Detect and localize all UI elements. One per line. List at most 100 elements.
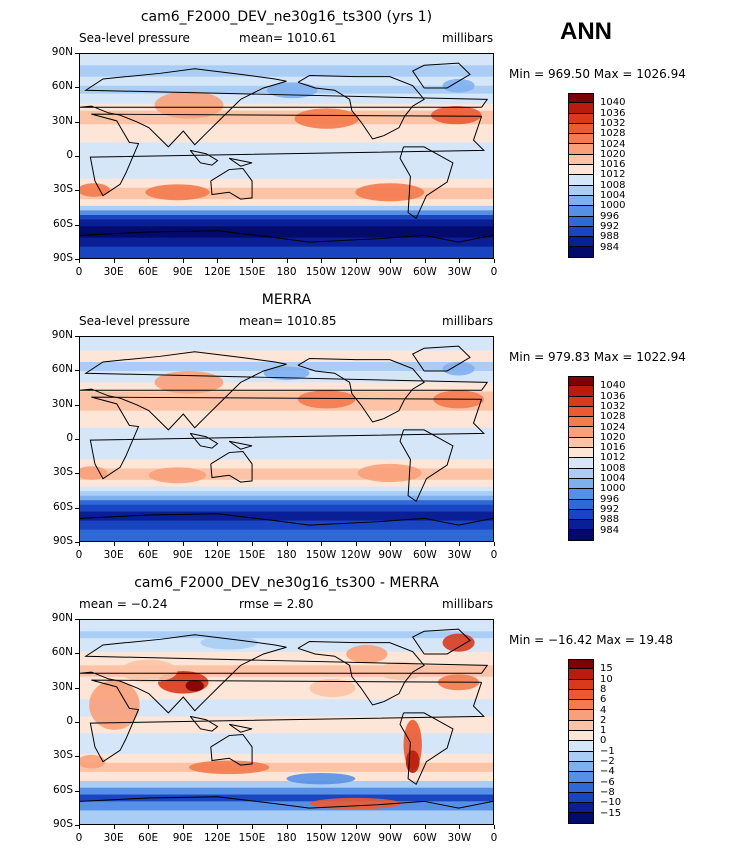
x-tick-label: 90W xyxy=(378,549,403,561)
colorbar-swatch xyxy=(568,175,594,186)
x-tick-mark xyxy=(148,542,150,546)
colorbar-swatch xyxy=(568,237,594,248)
y-tick-mark xyxy=(75,507,79,509)
field-band xyxy=(80,733,493,755)
colorbar-swatch xyxy=(568,731,594,742)
field-band xyxy=(80,237,493,248)
x-tick-label: 180 xyxy=(276,832,297,844)
y-tick-label: 30S xyxy=(52,749,73,762)
x-tick-mark xyxy=(79,259,80,263)
field-band xyxy=(80,504,493,513)
coastline xyxy=(399,429,454,503)
field-band xyxy=(80,753,493,764)
colorbar-swatch xyxy=(568,195,594,207)
field-band xyxy=(80,459,493,469)
field-blob xyxy=(89,680,140,730)
field-band xyxy=(80,794,493,802)
coastline xyxy=(411,628,471,655)
y-tick-label: 30N xyxy=(51,397,73,410)
colorbar: 15 10 8 6 4 2 1 0 −1 −2 −4 −6 −8 −10 −15 xyxy=(568,659,621,824)
colorbar-swatch xyxy=(568,478,594,490)
colorbar-swatch xyxy=(568,813,594,824)
colorbar-swatch xyxy=(568,792,594,804)
colorbar-level-label: 1020 xyxy=(600,431,626,443)
coastline xyxy=(210,450,253,483)
coastline xyxy=(228,440,253,450)
colorbar-level-label: 996 xyxy=(600,493,620,505)
colorbar: 1040 1036 1032 1028 1024 1020 1016 1012 1008 1004… xyxy=(568,93,625,258)
x-tick-mark xyxy=(390,542,392,546)
panel-title: cam6_F2000_DEV_ne30g16_ts300 (yrs 1) xyxy=(140,9,433,25)
field-band xyxy=(80,801,493,811)
x-tick-label: 0 xyxy=(75,832,83,844)
colorbar-level-label: 1036 xyxy=(600,107,626,119)
x-tick-mark xyxy=(217,259,219,263)
x-tick-mark xyxy=(494,542,495,546)
x-tick-label: 150W xyxy=(305,266,337,278)
x-tick-mark xyxy=(182,542,184,546)
colorbar-level-label: 984 xyxy=(600,524,620,536)
x-tick-mark xyxy=(182,825,184,829)
x-tick-mark xyxy=(494,259,495,263)
x-tick-mark xyxy=(217,542,219,546)
coastline xyxy=(80,796,493,809)
colorbar-level-label: −15 xyxy=(600,807,622,819)
panel-left-label: Sea-level pressure xyxy=(79,31,190,45)
field-band xyxy=(80,638,493,653)
colorbar-swatch xyxy=(568,530,594,541)
y-tick-mark xyxy=(75,687,79,689)
x-tick-mark xyxy=(321,542,323,546)
field-band xyxy=(80,199,493,207)
y-tick-label: 90N xyxy=(51,329,73,341)
x-tick-label: 180 xyxy=(276,266,297,278)
colorbar-swatch xyxy=(568,520,594,531)
map-plot xyxy=(79,53,494,259)
y-tick-label: 90S xyxy=(52,818,73,830)
x-tick-mark xyxy=(251,825,253,829)
colorbar-level-label: 1000 xyxy=(600,200,626,212)
colorbar-level-label: 1028 xyxy=(600,128,626,140)
x-tick-label: 30W xyxy=(447,549,472,561)
colorbar-swatch xyxy=(568,468,594,479)
field-blob xyxy=(80,183,110,197)
y-tick-mark xyxy=(75,259,79,260)
x-tick-mark xyxy=(251,542,253,546)
x-tick-label: 0 xyxy=(490,266,498,278)
field-band xyxy=(80,178,493,189)
field-band xyxy=(80,142,493,168)
colorbar-level-label: 992 xyxy=(600,220,620,232)
field-band xyxy=(80,54,493,66)
field-band xyxy=(80,219,493,227)
field-blob xyxy=(200,635,258,650)
y-tick-mark xyxy=(75,619,79,620)
panel-left-label: Sea-level pressure xyxy=(79,314,190,328)
x-tick-mark xyxy=(113,825,115,829)
colorbar-level-label: 10 xyxy=(600,673,613,685)
colorbar-level-label: 1016 xyxy=(600,442,626,454)
colorbar-swatch xyxy=(568,154,594,166)
field-blob xyxy=(309,678,356,698)
panel-title: cam6_F2000_DEV_ne30g16_ts300 - MERRA xyxy=(134,575,439,591)
field-band xyxy=(80,226,493,239)
colorbar-level-label: 1 xyxy=(600,725,607,737)
x-tick-label: 90E xyxy=(172,832,193,844)
colorbar-swatch xyxy=(568,376,594,387)
field-blob xyxy=(286,773,356,785)
colorbar-level-label: 4 xyxy=(600,704,607,716)
colorbar-swatch xyxy=(568,206,594,217)
map-svg xyxy=(80,337,493,541)
colorbar-level-label: 8 xyxy=(600,683,607,695)
y-tick-mark xyxy=(75,756,79,758)
coastline xyxy=(89,113,486,197)
x-tick-label: 60E xyxy=(138,266,159,278)
colorbar-level-label: 1040 xyxy=(600,97,626,109)
colorbar-level-label: 1000 xyxy=(600,483,626,495)
y-tick-label: 90N xyxy=(51,46,73,58)
colorbar-swatch xyxy=(568,113,594,124)
field-blob xyxy=(188,760,270,775)
colorbar-swatch xyxy=(568,386,594,397)
x-tick-label: 30E xyxy=(103,266,124,278)
y-tick-mark xyxy=(75,336,79,337)
colorbar-swatch xyxy=(568,144,594,155)
field-blob xyxy=(442,633,475,652)
